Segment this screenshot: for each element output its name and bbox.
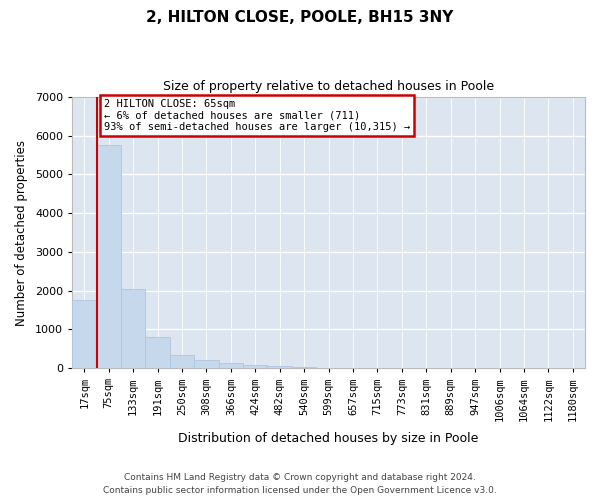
Text: 2 HILTON CLOSE: 65sqm
← 6% of detached houses are smaller (711)
93% of semi-deta: 2 HILTON CLOSE: 65sqm ← 6% of detached h… — [104, 99, 410, 132]
Bar — [170, 354, 194, 368]
Bar — [218, 363, 243, 368]
Y-axis label: Number of detached properties: Number of detached properties — [15, 140, 28, 326]
Bar — [268, 366, 292, 368]
Title: Size of property relative to detached houses in Poole: Size of property relative to detached ho… — [163, 80, 494, 93]
Bar — [292, 367, 316, 368]
Text: 2, HILTON CLOSE, POOLE, BH15 3NY: 2, HILTON CLOSE, POOLE, BH15 3NY — [146, 10, 454, 25]
X-axis label: Distribution of detached houses by size in Poole: Distribution of detached houses by size … — [178, 432, 479, 445]
Bar — [72, 300, 97, 368]
Text: Contains HM Land Registry data © Crown copyright and database right 2024.
Contai: Contains HM Land Registry data © Crown c… — [103, 474, 497, 495]
Bar — [97, 146, 121, 368]
Bar — [243, 364, 268, 368]
Bar — [121, 288, 145, 368]
Bar — [145, 337, 170, 368]
Bar — [194, 360, 218, 368]
